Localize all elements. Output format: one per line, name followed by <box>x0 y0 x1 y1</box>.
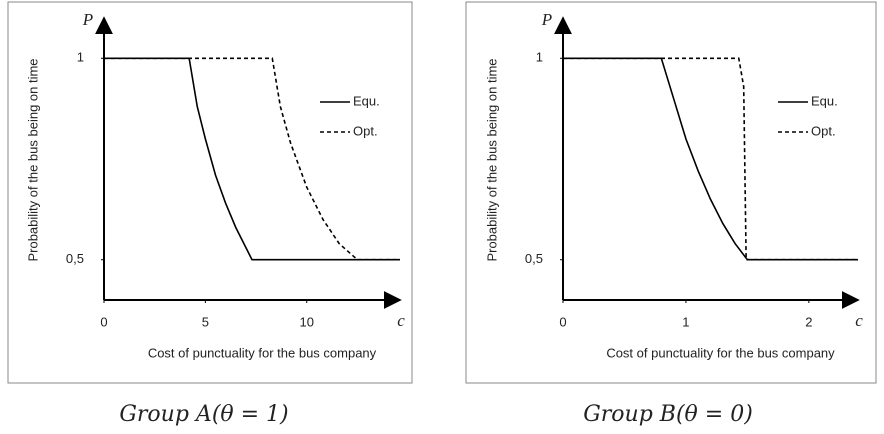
y-tick-label: 1 <box>77 50 84 65</box>
legend-label: Opt. <box>811 123 836 138</box>
x-symbol: c <box>855 311 863 330</box>
caption: Group B(θ = 0) <box>583 402 753 427</box>
caption: Group A(θ = 1) <box>119 402 288 427</box>
series-line <box>563 57 858 261</box>
y-tick-label: 0,5 <box>525 251 543 266</box>
x-axis-label: Cost of punctuality for the bus company <box>606 345 835 360</box>
legend-label: Equ. <box>811 93 838 108</box>
x-tick-label: 0 <box>559 314 566 329</box>
x-axis-label: Cost of punctuality for the bus company <box>148 345 377 360</box>
legend-label: Opt. <box>353 123 378 138</box>
x-tick-label: 2 <box>805 314 812 329</box>
y-symbol: P <box>82 10 93 29</box>
y-tick-label: 1 <box>536 50 543 65</box>
x-tick-label: 1 <box>682 314 689 329</box>
legend-label: Equ. <box>353 93 380 108</box>
x-symbol: c <box>397 311 405 330</box>
y-tick-label: 0,5 <box>66 251 84 266</box>
y-axis-label: Probability of the bus being on time <box>484 58 499 261</box>
series-line <box>563 57 858 261</box>
series-line <box>104 57 400 261</box>
x-tick-label: 5 <box>202 314 209 329</box>
y-axis-label: Probability of the bus being on time <box>25 58 40 261</box>
y-symbol: P <box>541 10 552 29</box>
x-tick-label: 10 <box>300 314 314 329</box>
x-tick-label: 0 <box>100 314 107 329</box>
panel-frame <box>7 1 413 384</box>
series-line <box>104 57 400 261</box>
panel-frame <box>465 1 877 384</box>
